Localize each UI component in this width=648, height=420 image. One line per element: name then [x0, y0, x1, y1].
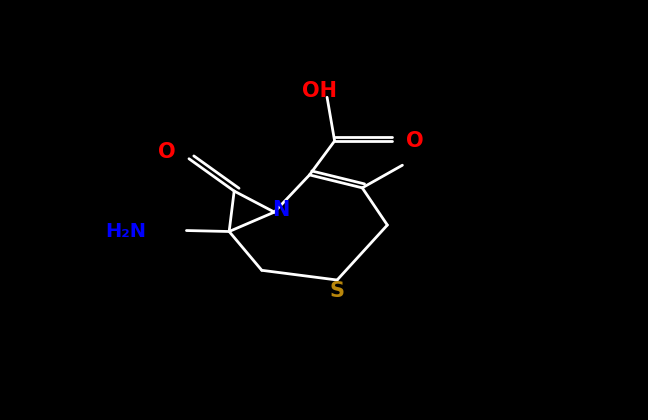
Text: OH: OH	[302, 81, 337, 101]
Text: O: O	[157, 142, 175, 162]
Text: H₂N: H₂N	[105, 222, 146, 241]
Text: O: O	[406, 131, 424, 151]
Text: S: S	[330, 281, 345, 301]
Text: N: N	[272, 200, 289, 220]
